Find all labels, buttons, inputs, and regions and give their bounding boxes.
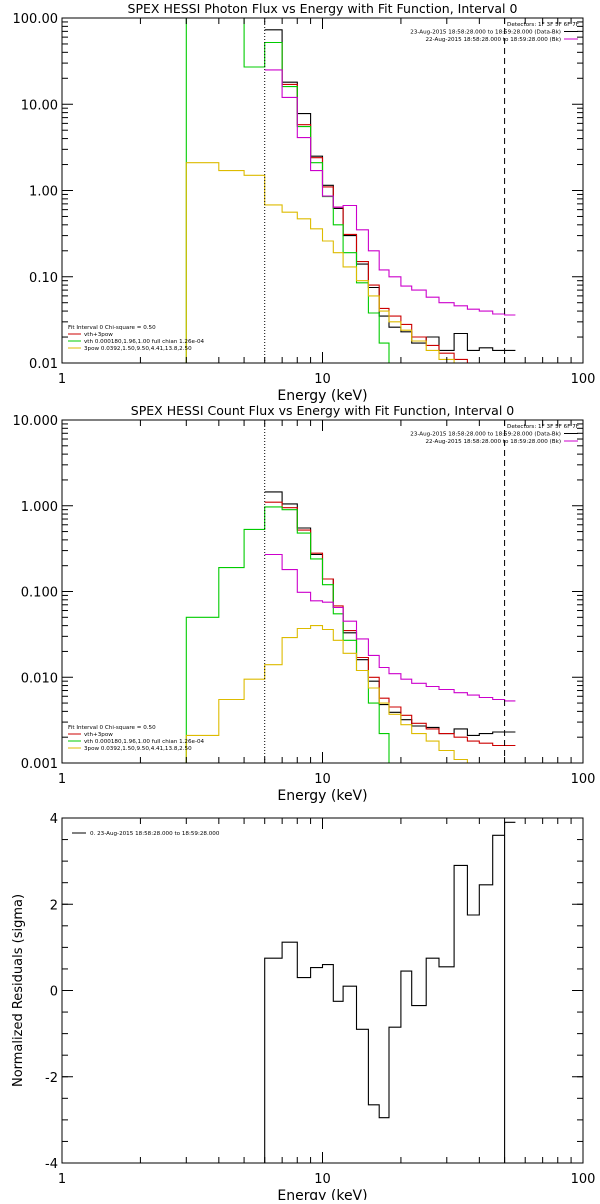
y-tick-label: 10.000 — [13, 414, 59, 429]
x-tick-label: 1 — [58, 1172, 66, 1187]
y-axis: 4 2 0 -2 -4 — [45, 812, 583, 1172]
info-block: Detectors: 1F 3F 5F 6F 7F 23-Aug-2015 18:… — [410, 424, 579, 445]
series-line-4 — [185, 625, 468, 763]
legend: Fit Interval 0 Chi-square = 0.50vth+3pow… — [68, 325, 205, 352]
x-axis: 1 10 100 — [58, 18, 596, 387]
chart-title: SPEX HESSI Count Flux vs Energy with Fit… — [131, 403, 514, 418]
legend: Fit Interval 0 Chi-square = 0.50vth+3pow… — [68, 725, 205, 752]
chart-panel-2: SPEX HESSI Count Flux vs Energy with Fit… — [13, 403, 596, 804]
y-tick-label: 0.100 — [21, 586, 58, 601]
legend-entry: 3pow 0.0392,1.50,9.50,4.41,13.8,2.50 — [84, 746, 192, 752]
y-axis-label: Normalized Residuals (sigma) — [11, 894, 26, 1087]
y-tick-label: 10.00 — [21, 98, 58, 113]
series-group — [264, 821, 516, 1163]
chart-title: SPEX HESSI Photon Flux vs Energy with Fi… — [128, 1, 518, 16]
x-tick-label: 1 — [58, 372, 66, 387]
x-axis-label: Energy (keV) — [277, 1188, 367, 1200]
info-line: 23-Aug-2015 18:58:28.000 to 18:59:28.000… — [410, 30, 561, 36]
y-tick-label: 0.010 — [21, 671, 58, 686]
x-axis-label: Energy (keV) — [277, 788, 367, 804]
chart-panel-3: 1 10 100 Energy (keV) 4 2 0 -2 -4 Normalized Resi… — [11, 812, 596, 1204]
y-axis: 10.000 1.000 0.100 0.010 0.001 — [13, 414, 583, 772]
x-tick-label: 10 — [314, 372, 331, 387]
legend: 0. 23-Aug-2015 18:58:28.000 to 18:59:28.… — [72, 831, 220, 837]
x-tick-label: 100 — [571, 772, 596, 787]
y-tick-label: 1.00 — [29, 185, 58, 200]
y-tick-label: 0.01 — [29, 357, 58, 372]
series-group — [185, 491, 516, 763]
info-block: Detectors: 1F 3F 5F 6F 7F 23-Aug-2015 18:… — [410, 22, 579, 43]
legend-entry: vth 0.000180,1.96,1.00 full chian 1.26e-… — [84, 339, 205, 345]
series-line-3 — [185, 18, 390, 363]
x-tick-label: 100 — [571, 1172, 596, 1187]
series-line-1 — [264, 491, 516, 736]
legend-entry: 0. 23-Aug-2015 18:58:28.000 to 18:59:28.… — [90, 831, 220, 837]
legend-entry: vth 0.000180,1.96,1.00 full chian 1.26e-… — [84, 739, 205, 745]
series-group — [185, 18, 516, 363]
x-tick-label: 10 — [314, 772, 331, 787]
series-line-2 — [264, 41, 468, 363]
y-tick-label: 2 — [50, 898, 58, 913]
series-line-5 — [264, 69, 516, 316]
info-line: 22-Aug-2015 18:58:28.000 to 18:59:28.000… — [425, 37, 561, 43]
info-line: Detectors: 1F 3F 5F 6F 7F — [507, 424, 579, 430]
y-tick-label: 100.00 — [13, 12, 59, 27]
legend-entry: 3pow 0.0392,1.50,9.50,4.41,13.8,2.50 — [84, 346, 192, 352]
legend-entry: vth+3pow — [84, 332, 113, 338]
y-tick-label: 1.000 — [21, 500, 58, 515]
legend-entry: Fit Interval 0 Chi-square = 0.50 — [68, 325, 156, 331]
y-tick-label: -2 — [45, 1071, 58, 1086]
info-line: 22-Aug-2015 18:58:28.000 to 18:59:28.000… — [425, 439, 561, 445]
y-tick-label: 0.10 — [29, 271, 58, 286]
x-axis-label: Energy (keV) — [277, 388, 367, 404]
y-tick-label: 0 — [50, 985, 58, 1000]
info-line: 23-Aug-2015 18:58:28.000 to 18:59:28.000… — [410, 432, 561, 438]
info-line: Detectors: 1F 3F 5F 6F 7F — [507, 22, 579, 28]
series-line-4 — [185, 162, 468, 363]
y-tick-label: 0.001 — [21, 757, 58, 772]
x-axis: 1 10 100 — [58, 818, 596, 1187]
x-tick-label: 10 — [314, 1172, 331, 1187]
series-line-3 — [185, 506, 402, 763]
legend-entry: Fit Interval 0 Chi-square = 0.50 — [68, 725, 156, 731]
legend-entry: vth+3pow — [84, 732, 113, 738]
y-axis: 100.00 10.00 1.00 0.10 0.01 — [13, 12, 583, 372]
series-line-2 — [264, 501, 516, 747]
chart-panel-1: SPEX HESSI Photon Flux vs Energy with Fi… — [13, 1, 596, 404]
y-tick-label: -4 — [45, 1157, 58, 1172]
series-line-1 — [264, 29, 516, 351]
x-tick-label: 1 — [58, 772, 66, 787]
y-tick-label: 4 — [50, 812, 58, 827]
x-tick-label: 100 — [571, 372, 596, 387]
x-axis: 1 10 100 — [58, 420, 596, 787]
series-line-1 — [264, 821, 516, 1163]
series-line-5 — [264, 553, 516, 702]
